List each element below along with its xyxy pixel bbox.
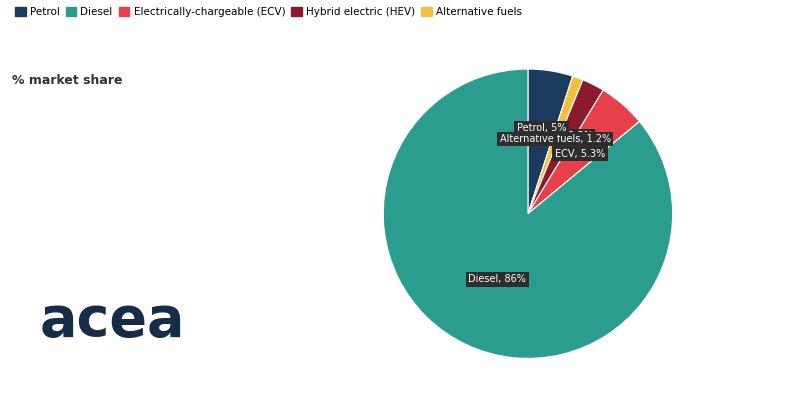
Text: Petrol, 5%: Petrol, 5%: [517, 123, 567, 133]
Wedge shape: [383, 69, 673, 358]
Text: % market share: % market share: [12, 74, 122, 87]
Text: HEV, 2.5%: HEV, 2.5%: [541, 131, 593, 141]
Text: ECV, 5.3%: ECV, 5.3%: [555, 148, 605, 159]
Text: acea: acea: [39, 293, 185, 348]
Legend: Petrol, Diesel, Electrically-chargeable (ECV), Hybrid electric (HEV), Alternativ: Petrol, Diesel, Electrically-chargeable …: [13, 5, 524, 19]
Wedge shape: [528, 69, 573, 214]
Wedge shape: [528, 76, 583, 214]
Wedge shape: [528, 80, 603, 214]
Wedge shape: [528, 90, 639, 214]
Text: Alternative fuels, 1.2%: Alternative fuels, 1.2%: [500, 134, 611, 144]
Text: Diesel, 86%: Diesel, 86%: [468, 274, 526, 284]
